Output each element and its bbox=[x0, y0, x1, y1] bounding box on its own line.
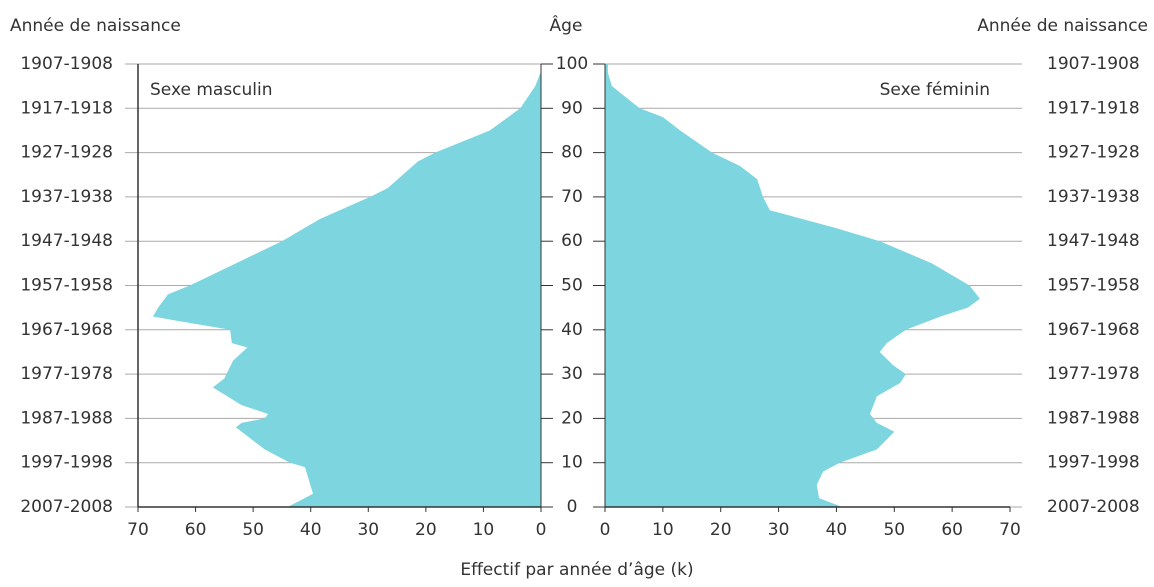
x-tick-label: 20 bbox=[415, 520, 437, 540]
birth-year-label: 1907-1908 bbox=[1047, 54, 1140, 74]
birth-year-label: 1907-1908 bbox=[20, 54, 113, 74]
legend-label: Sexe féminin bbox=[880, 80, 990, 100]
birth-year-label: 1997-1998 bbox=[20, 453, 113, 473]
population-area bbox=[152, 64, 541, 507]
age-tick-label: 80 bbox=[561, 143, 583, 163]
age-tick-label: 20 bbox=[561, 408, 583, 428]
birth-year-label: 1987-1988 bbox=[1047, 408, 1140, 428]
legend-label: Sexe masculin bbox=[150, 80, 273, 100]
right-axis-title: Année de naissance bbox=[977, 16, 1148, 36]
birth-year-label: 1957-1958 bbox=[20, 276, 113, 296]
birth-year-label: 1947-1948 bbox=[20, 231, 113, 251]
age-tick-label: 90 bbox=[561, 98, 583, 118]
x-tick-label: 10 bbox=[652, 520, 674, 540]
x-tick-label: 60 bbox=[941, 520, 963, 540]
age-tick-label: 10 bbox=[561, 453, 583, 473]
x-tick-label: 70 bbox=[127, 520, 149, 540]
birth-year-label: 1937-1938 bbox=[20, 187, 113, 207]
age-tick-label: 40 bbox=[561, 320, 583, 340]
x-tick-label: 40 bbox=[300, 520, 322, 540]
birth-year-label: 1967-1968 bbox=[20, 320, 113, 340]
birth-year-label: 1917-1918 bbox=[1047, 98, 1140, 118]
age-tick-label: 100 bbox=[556, 54, 588, 74]
age-axis-title: Âge bbox=[550, 14, 583, 36]
birth-year-label: 1927-1928 bbox=[1047, 143, 1140, 163]
birth-year-label: 1997-1998 bbox=[1047, 453, 1140, 473]
x-tick-label: 70 bbox=[999, 520, 1021, 540]
x-axis-title: Effectif par année d’âge (k) bbox=[460, 560, 693, 580]
x-tick-label: 60 bbox=[185, 520, 207, 540]
left-axis-title: Année de naissance bbox=[10, 16, 181, 36]
x-tick-label: 50 bbox=[883, 520, 905, 540]
x-tick-label: 50 bbox=[242, 520, 264, 540]
birth-year-label: 2007-2008 bbox=[1047, 497, 1140, 517]
birth-year-label: 1947-1948 bbox=[1047, 231, 1140, 251]
age-tick-label: 70 bbox=[561, 187, 583, 207]
x-tick-label: 30 bbox=[357, 520, 379, 540]
age-tick-label: 0 bbox=[567, 497, 578, 517]
age-tick-label: 60 bbox=[561, 231, 583, 251]
x-tick-label: 20 bbox=[710, 520, 732, 540]
population-area bbox=[605, 64, 980, 507]
birth-year-label: 1977-1978 bbox=[20, 364, 113, 384]
birth-year-label: 1927-1928 bbox=[20, 143, 113, 163]
birth-year-label: 1987-1988 bbox=[20, 408, 113, 428]
birth-year-label: 1957-1958 bbox=[1047, 276, 1140, 296]
x-tick-label: 30 bbox=[768, 520, 790, 540]
birth-year-label: 1967-1968 bbox=[1047, 320, 1140, 340]
x-tick-label: 0 bbox=[536, 520, 547, 540]
birth-year-label: 1937-1938 bbox=[1047, 187, 1140, 207]
birth-year-label: 1917-1918 bbox=[20, 98, 113, 118]
x-tick-label: 40 bbox=[826, 520, 848, 540]
age-tick-label: 30 bbox=[561, 364, 583, 384]
birth-year-label: 2007-2008 bbox=[20, 497, 113, 517]
birth-year-label: 1977-1978 bbox=[1047, 364, 1140, 384]
x-tick-label: 10 bbox=[473, 520, 495, 540]
x-tick-label: 0 bbox=[600, 520, 611, 540]
age-tick-label: 50 bbox=[561, 276, 583, 296]
